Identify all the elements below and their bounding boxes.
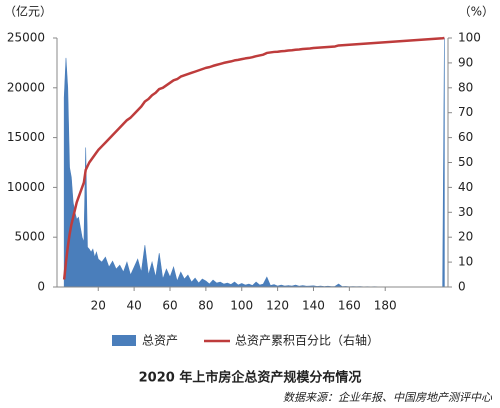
y-tick-label: 10000 <box>7 180 45 194</box>
y2-tick-label: 20 <box>458 230 473 244</box>
x-tick-label: 20 <box>91 299 106 313</box>
y2-tick-label: 0 <box>458 280 466 294</box>
cumulative-line <box>62 36 445 280</box>
legend-swatch <box>112 335 136 346</box>
x-tick-label: 160 <box>338 299 361 313</box>
chart-title: 2020 年上市房企总资产规模分布情况 <box>139 370 362 386</box>
y2-tick-label: 30 <box>458 205 473 219</box>
x-tick-label: 60 <box>162 299 177 313</box>
x-tick-label: 80 <box>198 299 213 313</box>
y2-tick-label: 100 <box>458 31 481 45</box>
y2-tick-label: 60 <box>458 130 473 144</box>
y2-tick-label: 10 <box>458 255 473 269</box>
x-tick-label: 100 <box>230 299 253 313</box>
y2-axis-label: （%） <box>459 5 494 19</box>
x-tick-label: 120 <box>266 299 289 313</box>
y2-tick-label: 50 <box>458 155 473 169</box>
y-axis-label: （亿元） <box>4 4 52 19</box>
y2-tick-label: 70 <box>458 105 473 119</box>
x-tick-label: 40 <box>126 299 141 313</box>
y-tick-label: 0 <box>37 280 45 294</box>
y2-tick-label: 90 <box>458 55 473 69</box>
asset-area <box>63 37 445 288</box>
source-note: 数据来源：企业年报、中国房地产测评中心 <box>283 391 493 404</box>
y-tick-label: 5000 <box>14 230 45 244</box>
y-tick-label: 15000 <box>7 130 45 144</box>
y2-tick-label: 80 <box>458 80 473 94</box>
x-tick-label: 180 <box>374 299 397 313</box>
y-tick-label: 25000 <box>7 31 45 45</box>
legend-label: 总资产 <box>142 334 178 348</box>
x-tick-label: 140 <box>302 299 325 313</box>
y2-tick-label: 40 <box>458 180 473 194</box>
legend-label: 总资产累积百分比（右轴） <box>235 333 379 348</box>
y-tick-label: 20000 <box>7 80 45 94</box>
